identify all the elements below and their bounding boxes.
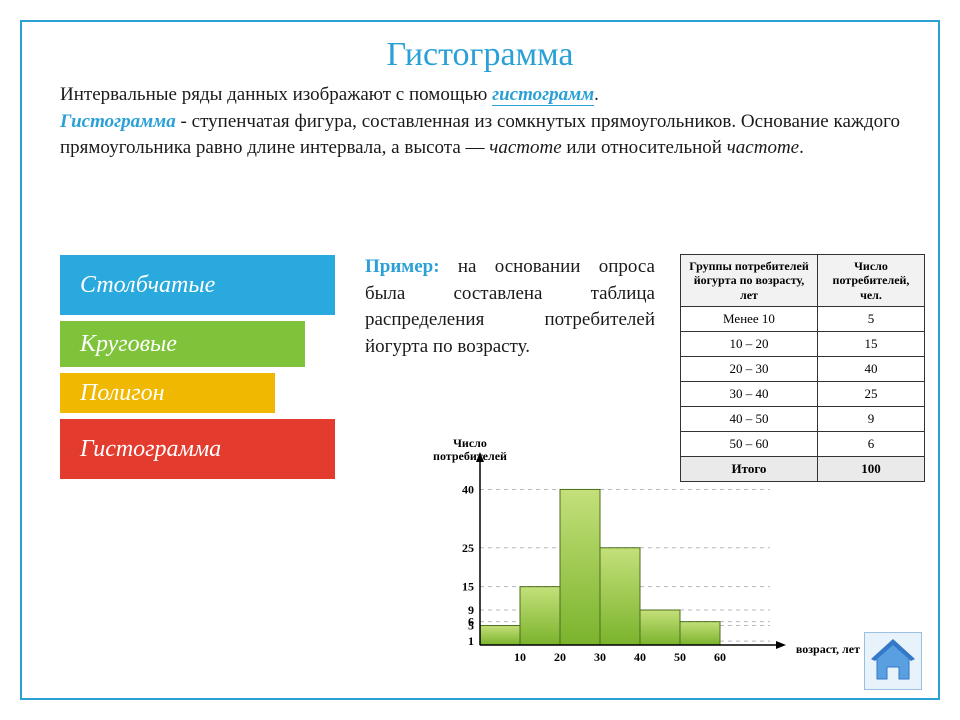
intro-hl-histograms: гистограмм (492, 84, 594, 106)
table-row: 40 – 509 (681, 407, 925, 432)
page-title: Гистограмма (0, 36, 960, 74)
category-block-0: Столбчатые (60, 255, 335, 315)
y-tick-label: 9 (468, 603, 474, 617)
category-blocks: Столбчатые Круговые Полигон Гистограмма (60, 255, 335, 479)
intro-line1-suffix: . (594, 84, 599, 105)
table-cell: 30 – 40 (681, 382, 818, 407)
intro-hl-histogram-def: Гистограмма (60, 111, 176, 132)
table-cell: 20 – 30 (681, 357, 818, 382)
y-tick-label: 40 (462, 482, 474, 496)
x-tick-label: 60 (714, 650, 726, 664)
table-header-1: Группы потребителей йогурта по возрасту,… (681, 255, 818, 307)
table-header-2: Число потребителей, чел. (817, 255, 924, 307)
table-row: 10 – 2015 (681, 332, 925, 357)
example-text: Пример: на основании опроса была составл… (365, 254, 655, 360)
intro-line2-end: . (799, 137, 804, 158)
y-tick-label: 25 (462, 541, 474, 555)
slide: Гистограмма Интервальные ряды данных изо… (0, 0, 960, 720)
table-cell: 25 (817, 382, 924, 407)
histogram-bar-2 (560, 489, 600, 645)
table-cell: Менее 10 (681, 307, 818, 332)
table-row: Менее 105 (681, 307, 925, 332)
category-block-1: Круговые (60, 321, 305, 367)
table-cell: 40 – 50 (681, 407, 818, 432)
histogram-bar-5 (680, 622, 720, 645)
home-button[interactable] (864, 632, 922, 690)
category-block-2: Полигон (60, 373, 275, 413)
intro-it-frequency2: частоте (727, 137, 799, 158)
histogram-chart: Число потребителей 156915254010203040506… (420, 445, 810, 675)
x-axis-arrow (776, 641, 786, 649)
x-tick-label: 10 (514, 650, 526, 664)
intro-line1-prefix: Интервальные ряды данных изображают с по… (60, 84, 487, 105)
chart-xlabel: возраст, лет (796, 642, 860, 657)
table-row: 20 – 3040 (681, 357, 925, 382)
table-cell: 6 (817, 432, 924, 457)
histogram-bar-4 (640, 610, 680, 645)
x-tick-label: 40 (634, 650, 646, 664)
intro-it-frequency1: частоте (489, 137, 561, 158)
table-row: 30 – 4025 (681, 382, 925, 407)
chart-svg: 1569152540102030405060 (420, 445, 810, 675)
histogram-bar-1 (520, 587, 560, 645)
table-cell: 9 (817, 407, 924, 432)
intro-paragraph: Интервальные ряды данных изображают с по… (60, 82, 900, 162)
histogram-bar-3 (600, 548, 640, 645)
histogram-bar-0 (480, 626, 520, 645)
table-cell: 40 (817, 357, 924, 382)
y-tick-label: 1 (468, 634, 474, 648)
table-total-cell: 100 (817, 457, 924, 482)
category-block-3: Гистограмма (60, 419, 335, 479)
chart-ylabel: Число потребителей (420, 437, 520, 463)
example-label: Пример: (365, 256, 440, 277)
table-cell: 10 – 20 (681, 332, 818, 357)
table-cell: 15 (817, 332, 924, 357)
table-header-row: Группы потребителей йогурта по возрасту,… (681, 255, 925, 307)
y-tick-label: 15 (462, 580, 474, 594)
home-icon (865, 633, 921, 689)
x-tick-label: 50 (674, 650, 686, 664)
x-tick-label: 20 (554, 650, 566, 664)
intro-line2-mid: или относительной (562, 137, 727, 158)
table-cell: 5 (817, 307, 924, 332)
x-tick-label: 30 (594, 650, 606, 664)
